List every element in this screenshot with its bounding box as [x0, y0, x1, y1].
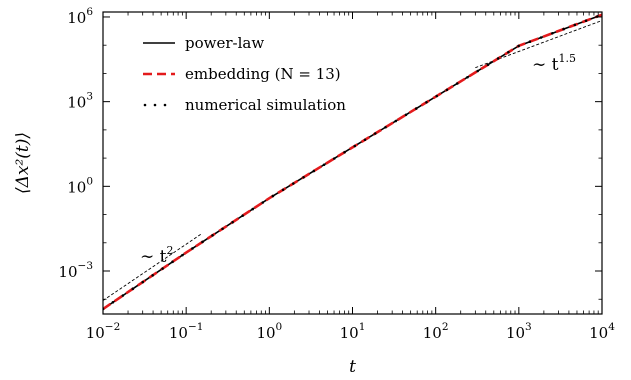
x-tick-labels: 10−2 10−1 100 101 102 103 104 [86, 321, 615, 342]
axis-ticks [102, 12, 603, 314]
legend-label-power-law: power-law [185, 34, 264, 52]
x-tick-label: 10−1 [169, 321, 204, 342]
x-tick-label: 101 [340, 321, 366, 342]
data-series [103, 13, 602, 311]
legend: power-law embedding (N = 13) numerical sim… [143, 34, 346, 114]
x-tick-label: 104 [589, 321, 615, 342]
y-tick-label: 106 [67, 6, 93, 27]
annotation-t2: ∼ t2 [140, 244, 173, 267]
x-tick-label: 10−2 [86, 321, 121, 342]
legend-label-embedding: embedding (N = 13) [185, 65, 341, 83]
x-tick-label: 100 [256, 321, 282, 342]
y-tick-labels: 10−3 100 103 106 [58, 6, 93, 281]
legend-label-numerical-simulation: numerical simulation [185, 96, 346, 114]
annotations: ∼ t2 ∼ t1.5 [140, 52, 576, 267]
y-axis-label: ⟨Δx²(t)⟩ [13, 132, 33, 194]
y-tick-label: 10−3 [58, 260, 93, 281]
series-numerical-simulation-line [103, 13, 602, 311]
y-tick-label: 103 [67, 91, 93, 112]
x-axis-label: t [349, 357, 356, 377]
y-tick-label: 100 [67, 175, 93, 196]
annotation-t1-5: ∼ t1.5 [532, 52, 576, 75]
x-tick-label: 102 [423, 321, 449, 342]
x-tick-label: 103 [506, 321, 532, 342]
